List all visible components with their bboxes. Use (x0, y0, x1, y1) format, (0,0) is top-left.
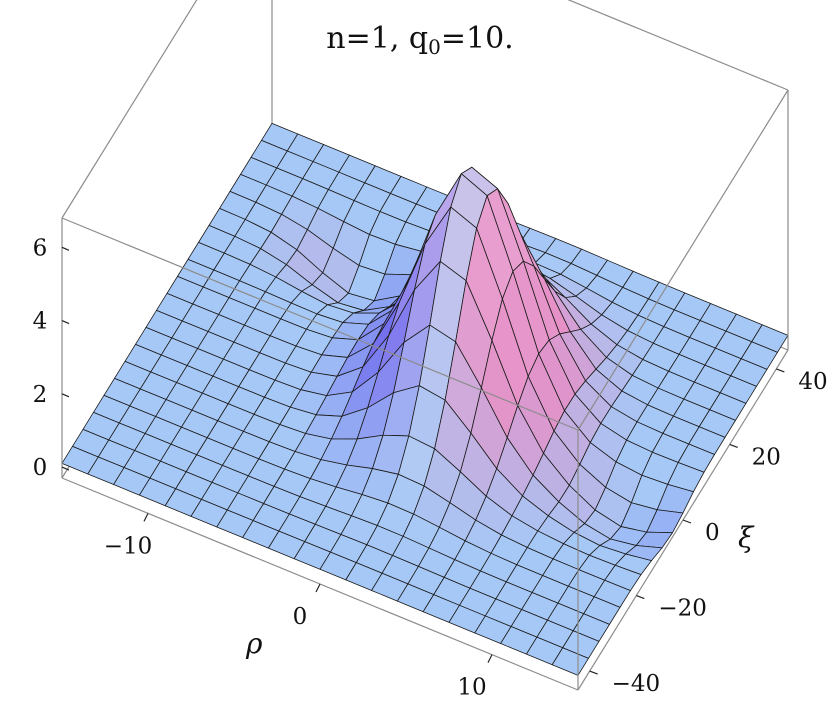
y-tick-label: 40 (798, 369, 827, 395)
y-tick (776, 368, 785, 373)
y-tick-label: 0 (705, 520, 720, 546)
y-tick-label: −20 (658, 596, 707, 622)
y-axis-label: ξ (738, 521, 755, 554)
chart-title-subscript: 0 (428, 35, 441, 59)
y-tick (729, 443, 738, 449)
chart-title-suffix: =10. (441, 21, 514, 56)
z-tick-label: 4 (33, 309, 48, 335)
chart-title: n=1, q0=10. (326, 21, 513, 59)
x-tick-label: −10 (104, 533, 153, 559)
y-tick (589, 670, 598, 675)
x-tick-label: 0 (293, 604, 308, 630)
x-tick (487, 654, 493, 663)
box-edge (567, 0, 789, 91)
y-tick (636, 594, 645, 600)
z-tick (61, 466, 70, 471)
x-tick (143, 513, 149, 522)
y-tick (682, 519, 692, 524)
z-tick (61, 393, 70, 398)
axis-tick-labels: −10 0 10 −40 −20 0 20 40 0 2 4 6 (33, 235, 828, 700)
axis-ticks (61, 246, 785, 675)
z-tick-label: 2 (33, 382, 48, 408)
z-tick-label: 6 (33, 235, 48, 261)
surface-patch (551, 647, 589, 676)
box-edge (61, 0, 198, 219)
z-tick (61, 319, 70, 325)
z-tick-label: 0 (33, 455, 48, 481)
surface-mesh (61, 122, 789, 676)
y-tick-label: −40 (612, 671, 661, 697)
x-axis-label: ρ (245, 627, 263, 660)
y-tick-label: 20 (752, 444, 781, 470)
x-tick-label: 10 (457, 675, 486, 701)
box-edge (577, 89, 789, 431)
box-edge (61, 217, 579, 431)
x-tick (315, 583, 321, 593)
z-tick (61, 246, 70, 251)
